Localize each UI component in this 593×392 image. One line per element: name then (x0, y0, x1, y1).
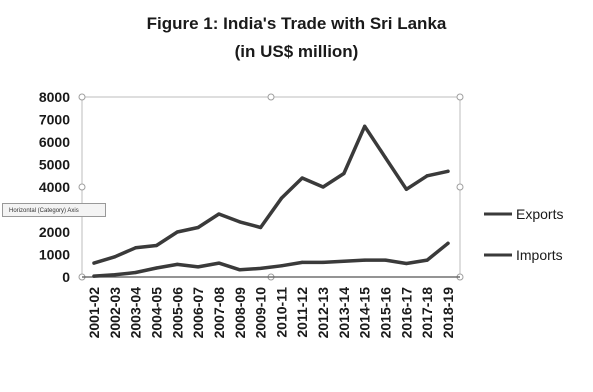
x-tick-label: 2010-11 (273, 287, 289, 338)
y-tick-label: 1000 (39, 247, 70, 263)
data-point-imports (196, 265, 200, 269)
legend-label-imports: Imports (516, 247, 563, 263)
series-layer (92, 124, 450, 278)
x-axis[interactable]: 2001-02 2002-03 2003-04 2004-05 2005-06 2006-… (82, 276, 460, 339)
x-tick-label: 2013-14 (336, 287, 352, 339)
axis-tooltip: Horizontal (Category) Axis (2, 203, 106, 217)
x-tick-label: 2015-16 (378, 287, 394, 339)
x-tick-label: 2004-05 (148, 287, 164, 339)
chart-subtitle: (in US$ million) (234, 42, 359, 61)
y-tick-label: 6000 (39, 134, 70, 150)
data-point-exports (154, 243, 159, 248)
x-tick-label: 2002-03 (107, 287, 123, 339)
series-line-imports (92, 241, 450, 278)
data-point-imports (342, 259, 346, 263)
data-point-imports (175, 262, 179, 266)
x-tick-label: 2016-17 (398, 287, 414, 339)
data-point-imports (383, 258, 388, 262)
x-tick-label: 2018-19 (440, 287, 456, 339)
resize-handle[interactable] (456, 183, 464, 191)
data-point-exports (113, 255, 117, 259)
data-point-exports (196, 225, 200, 230)
x-tick-label: 2008-09 (232, 287, 248, 339)
data-point-exports (175, 230, 179, 234)
x-tick-label: 2006-07 (190, 287, 206, 339)
x-tick-label: 2009-10 (253, 287, 269, 339)
data-point-imports (300, 260, 304, 264)
data-point-exports (238, 220, 242, 224)
data-point-imports (238, 268, 242, 272)
data-point-exports (425, 174, 429, 178)
data-point-imports (258, 266, 263, 271)
data-point-exports (383, 156, 388, 160)
data-point-imports (425, 258, 429, 262)
data-point-exports (279, 196, 284, 200)
resize-handle[interactable] (267, 93, 275, 101)
x-tick-label: 2014-15 (357, 287, 373, 339)
x-tick-label: 2005-06 (169, 287, 185, 339)
data-point-exports (258, 225, 263, 230)
data-point-exports (92, 261, 96, 265)
resize-handle[interactable] (78, 93, 86, 101)
data-point-exports (363, 124, 367, 128)
data-point-imports (446, 241, 450, 245)
data-point-imports (217, 261, 221, 265)
data-point-exports (446, 169, 450, 173)
legend-label-exports: Exports (516, 206, 563, 222)
data-point-exports (217, 212, 221, 216)
data-point-imports (363, 258, 367, 262)
data-point-imports (154, 266, 159, 270)
y-tick-label: 7000 (39, 112, 70, 128)
data-point-imports (279, 264, 284, 268)
x-tick-label: 2001-02 (86, 287, 102, 339)
data-point-exports (134, 246, 138, 250)
x-tick-label: 2007-08 (211, 287, 227, 339)
x-tick-label: 2012-13 (315, 287, 331, 339)
data-point-imports (321, 260, 325, 264)
resize-handle[interactable] (78, 183, 86, 191)
legend: Exports Imports (484, 206, 563, 263)
y-axis: 010002000300040005000600070008000 (39, 89, 70, 285)
data-point-imports (113, 273, 117, 277)
data-point-imports (404, 261, 408, 266)
data-point-exports (300, 176, 304, 180)
y-tick-label: 0 (62, 269, 70, 285)
y-tick-label: 4000 (39, 179, 70, 195)
data-point-exports (342, 171, 346, 176)
y-tick-label: 2000 (39, 224, 70, 240)
y-tick-label: 8000 (39, 89, 70, 105)
data-point-exports (321, 185, 325, 189)
data-point-imports (134, 270, 138, 275)
series-line-exports (92, 124, 450, 265)
resize-handle[interactable] (456, 93, 464, 101)
chart-title: Figure 1: India's Trade with Sri Lanka (146, 14, 447, 33)
y-tick-label: 5000 (39, 157, 70, 173)
x-tick-label: 2011-12 (294, 287, 310, 338)
x-tick-label: 2003-04 (128, 287, 144, 339)
data-point-imports (92, 274, 96, 278)
data-point-exports (404, 187, 408, 191)
x-tick-label: 2017-18 (419, 287, 435, 339)
